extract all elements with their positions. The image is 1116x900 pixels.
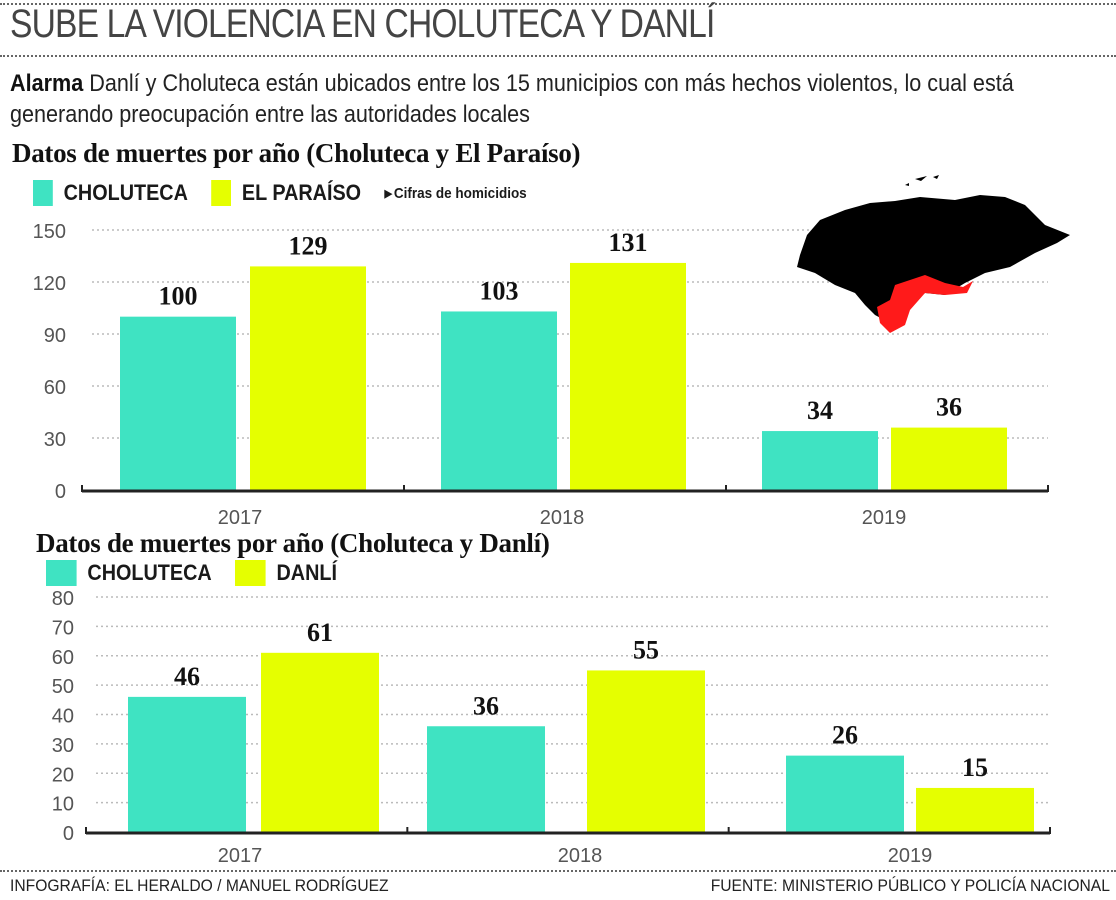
divider	[0, 3, 1116, 5]
data-label: 34	[807, 396, 833, 425]
legend-label: EL PARAÍSO	[241, 180, 362, 205]
bar-danlí-2019	[916, 787, 1034, 832]
divider	[0, 55, 1116, 57]
divider	[0, 870, 1116, 872]
chart1-title: Datos de muertes por año (Choluteca y El…	[12, 138, 581, 168]
data-label: 46	[174, 662, 200, 691]
data-label: 129	[289, 231, 328, 260]
y-tick-label: 60	[44, 377, 66, 399]
chart2-title: Datos de muertes por año (Choluteca y Da…	[36, 528, 550, 558]
bar-choluteca-2018	[427, 726, 545, 832]
data-label: 26	[832, 721, 858, 750]
y-tick-label: 70	[52, 617, 74, 639]
y-tick-label: 60	[52, 647, 74, 669]
legend-swatch-el-paraiso	[211, 180, 232, 206]
data-label: 61	[307, 618, 333, 647]
triangle-icon: ▶	[384, 187, 393, 200]
x-tick-label: 2018	[540, 507, 585, 529]
data-label: 36	[473, 691, 499, 720]
legend-label: CHOLUTECA	[63, 180, 188, 205]
y-tick-label: 40	[52, 706, 74, 728]
x-tick-label: 2018	[558, 845, 603, 867]
chart1-legend: CHOLUTECA EL PARAÍSO ▶ Cifras de homicidi…	[33, 180, 527, 206]
y-tick-label: 0	[63, 823, 74, 845]
bar-el paraíso-2018	[570, 262, 686, 490]
bar-el paraíso-2017	[250, 266, 366, 490]
y-tick-label: 120	[33, 273, 66, 295]
data-label: 103	[480, 276, 519, 305]
page-title: SUBE LA VIOLENCIA EN CHOLUTECA Y DANLÍ	[10, 2, 715, 46]
bar-choluteca-2017	[120, 316, 236, 490]
y-tick-label: 20	[52, 764, 74, 786]
bar-choluteca-2019	[762, 431, 878, 490]
chart-note: Cifras de homicidios	[393, 184, 527, 202]
x-tick-label: 2017	[218, 845, 263, 867]
bar-danlí-2017	[261, 652, 379, 832]
legend-swatch-danli	[235, 560, 266, 586]
source: FUENTE: MINISTERIO PÚBLICO Y POLICÍA NAC…	[710, 876, 1110, 895]
intro-text: Alarma Danlí y Choluteca están ubicados …	[10, 68, 1090, 130]
y-tick-label: 90	[44, 325, 66, 347]
intro-lead: Alarma	[10, 70, 84, 97]
x-tick-label: 2019	[888, 845, 933, 867]
data-label: 15	[962, 753, 988, 782]
y-tick-label: 50	[52, 676, 74, 698]
y-tick-label: 30	[44, 429, 66, 451]
intro-body: Danlí y Choluteca están ubicados entre l…	[10, 70, 1014, 128]
data-label: 100	[159, 282, 198, 311]
x-tick-label: 2017	[218, 507, 263, 529]
chart2-legend: CHOLUTECA DANLÍ	[46, 560, 360, 586]
bar-danlí-2018	[587, 670, 705, 832]
y-tick-label: 0	[55, 481, 66, 503]
data-label: 55	[633, 635, 659, 664]
bar-choluteca-2017	[128, 696, 246, 832]
legend-label: DANLÍ	[276, 560, 337, 585]
y-tick-label: 10	[52, 794, 74, 816]
y-tick-label: 150	[33, 221, 66, 243]
credit: INFOGRAFÍA: EL HERALDO / MANUEL RODRÍGUE…	[10, 876, 389, 895]
y-tick-label: 80	[52, 588, 74, 610]
legend-label: CHOLUTECA	[87, 560, 212, 585]
bar-choluteca-2018	[441, 311, 557, 490]
legend-swatch-choluteca	[33, 180, 53, 206]
data-label: 36	[936, 393, 962, 422]
x-tick-label: 2019	[862, 507, 907, 529]
legend-swatch-choluteca	[46, 560, 77, 586]
bar-el paraíso-2019	[891, 427, 1007, 490]
bar-choluteca-2019	[786, 755, 904, 832]
y-tick-label: 30	[52, 735, 74, 757]
data-label: 131	[609, 228, 648, 257]
